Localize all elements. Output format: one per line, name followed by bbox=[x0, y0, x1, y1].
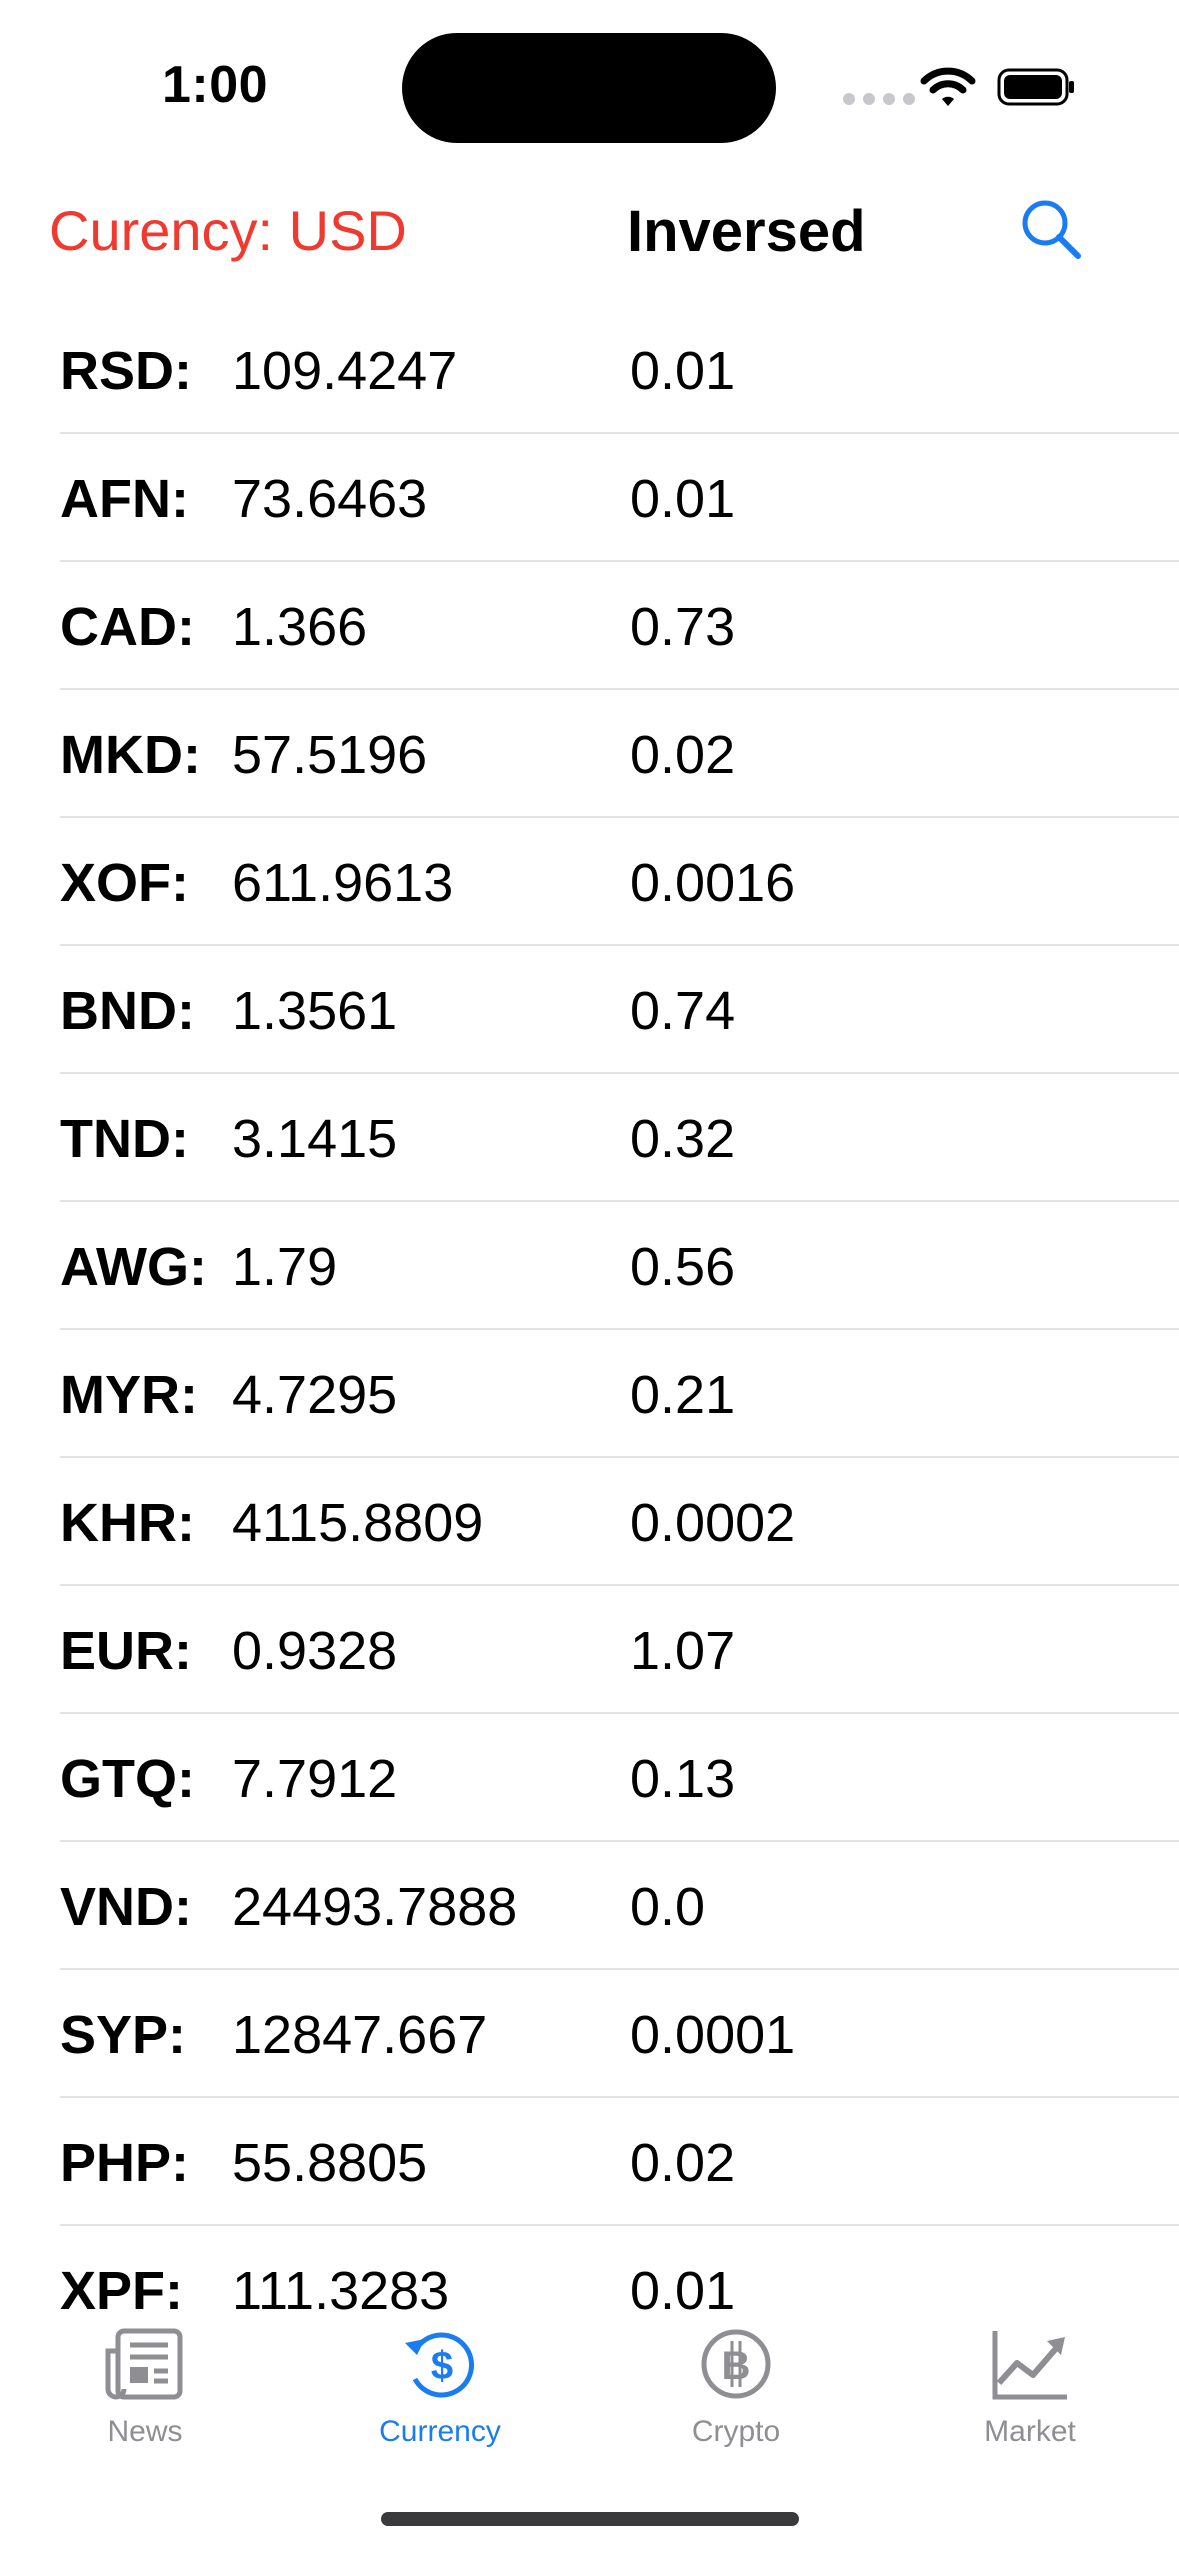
dynamic-island bbox=[402, 33, 776, 143]
exchange-rate: 109.4247 bbox=[232, 340, 457, 402]
currency-row[interactable]: RSD: 109.4247 0.01 bbox=[0, 306, 1179, 434]
exchange-rate: 1.3561 bbox=[232, 980, 397, 1042]
svg-text:B: B bbox=[722, 2344, 751, 2388]
exchange-rate: 24493.7888 bbox=[232, 1876, 517, 1938]
currency-row[interactable]: MKD: 57.5196 0.02 bbox=[0, 690, 1179, 818]
chart-trend-icon bbox=[985, 2321, 1075, 2407]
tab-market[interactable]: Market bbox=[910, 2321, 1150, 2471]
inversed-column-title: Inversed bbox=[627, 198, 866, 265]
currency-code: SYP: bbox=[60, 2004, 186, 2066]
currency-row[interactable]: AWG: 1.79 0.56 bbox=[0, 1202, 1179, 1330]
currency-row[interactable]: XPF: 111.3283 0.01 bbox=[0, 2226, 1179, 2311]
currency-code: VND: bbox=[60, 1876, 192, 1938]
exchange-rate: 1.79 bbox=[232, 1236, 337, 1298]
exchange-rate: 7.7912 bbox=[232, 1748, 397, 1810]
currency-code: TND: bbox=[60, 1108, 189, 1170]
exchange-rate: 3.1415 bbox=[232, 1108, 397, 1170]
tab-label: News bbox=[25, 2415, 265, 2449]
inversed-rate: 0.01 bbox=[630, 468, 735, 530]
currency-code: BND: bbox=[60, 980, 195, 1042]
currency-row[interactable]: VND: 24493.7888 0.0 bbox=[0, 1842, 1179, 1970]
currency-row[interactable]: PHP: 55.8805 0.02 bbox=[0, 2098, 1179, 2226]
status-bar: 1:00 bbox=[0, 0, 1179, 150]
tab-crypto[interactable]: B Crypto bbox=[616, 2321, 856, 2471]
currency-code: KHR: bbox=[60, 1492, 195, 1554]
inversed-rate: 0.74 bbox=[630, 980, 735, 1042]
inversed-rate: 0.02 bbox=[630, 724, 735, 786]
currency-row[interactable]: BND: 1.3561 0.74 bbox=[0, 946, 1179, 1074]
inversed-rate: 0.21 bbox=[630, 1364, 735, 1426]
tab-label: Market bbox=[910, 2415, 1150, 2449]
tab-news[interactable]: News bbox=[25, 2321, 265, 2471]
inversed-rate: 0.01 bbox=[630, 2260, 735, 2311]
tab-label: Crypto bbox=[616, 2415, 856, 2449]
currency-code: CAD: bbox=[60, 596, 195, 658]
currency-code: AWG: bbox=[60, 1236, 207, 1298]
inversed-rate: 0.13 bbox=[630, 1748, 735, 1810]
svg-text:$: $ bbox=[431, 2344, 453, 2388]
currency-code: MKD: bbox=[60, 724, 201, 786]
tab-currency[interactable]: $ Currency bbox=[320, 2321, 560, 2471]
inversed-rate: 0.56 bbox=[630, 1236, 735, 1298]
currency-code: GTQ: bbox=[60, 1748, 195, 1810]
inversed-rate: 0.0002 bbox=[630, 1492, 795, 1554]
battery-icon bbox=[997, 68, 1077, 106]
currency-code: RSD: bbox=[60, 340, 192, 402]
currency-code: XPF: bbox=[60, 2260, 183, 2311]
header: Curency: USD Inversed bbox=[0, 180, 1179, 280]
currency-row[interactable]: TND: 3.1415 0.32 bbox=[0, 1074, 1179, 1202]
currency-code: XOF: bbox=[60, 852, 189, 914]
inversed-rate: 0.32 bbox=[630, 1108, 735, 1170]
inversed-rate: 0.73 bbox=[630, 596, 735, 658]
exchange-rate: 611.9613 bbox=[232, 852, 453, 914]
inversed-rate: 1.07 bbox=[630, 1620, 735, 1682]
currency-row[interactable]: CAD: 1.366 0.73 bbox=[0, 562, 1179, 690]
currency-row[interactable]: MYR: 4.7295 0.21 bbox=[0, 1330, 1179, 1458]
currency-code: MYR: bbox=[60, 1364, 198, 1426]
exchange-rate: 4.7295 bbox=[232, 1364, 397, 1426]
currency-row[interactable]: GTQ: 7.7912 0.13 bbox=[0, 1714, 1179, 1842]
currency-exchange-icon: $ bbox=[395, 2321, 485, 2407]
newspaper-icon bbox=[100, 2321, 190, 2407]
inversed-rate: 0.0001 bbox=[630, 2004, 795, 2066]
inversed-rate: 0.01 bbox=[630, 340, 735, 402]
currency-row[interactable]: KHR: 4115.8809 0.0002 bbox=[0, 1458, 1179, 1586]
currency-rates-list[interactable]: RSD: 109.4247 0.01 AFN: 73.6463 0.01 CAD: 1.366… bbox=[0, 306, 1179, 2311]
currency-row[interactable]: SYP: 12847.667 0.0001 bbox=[0, 1970, 1179, 2098]
exchange-rate: 0.9328 bbox=[232, 1620, 397, 1682]
inversed-rate: 0.02 bbox=[630, 2132, 735, 2194]
exchange-rate: 55.8805 bbox=[232, 2132, 427, 2194]
wifi-icon bbox=[920, 65, 976, 109]
currency-code: EUR: bbox=[60, 1620, 192, 1682]
currency-row[interactable]: XOF: 611.9613 0.0016 bbox=[0, 818, 1179, 946]
inversed-rate: 0.0016 bbox=[630, 852, 795, 914]
currency-code: AFN: bbox=[60, 468, 189, 530]
home-indicator bbox=[381, 2512, 799, 2526]
search-icon[interactable] bbox=[1018, 196, 1084, 262]
status-time: 1:00 bbox=[162, 55, 268, 115]
currency-code: PHP: bbox=[60, 2132, 189, 2194]
exchange-rate: 111.3283 bbox=[232, 2260, 449, 2311]
base-currency-selector[interactable]: Curency: USD bbox=[49, 198, 407, 263]
bitcoin-icon: B bbox=[691, 2321, 781, 2407]
currency-row[interactable]: AFN: 73.6463 0.01 bbox=[0, 434, 1179, 562]
tab-label: Currency bbox=[320, 2415, 560, 2449]
inversed-rate: 0.0 bbox=[630, 1876, 705, 1938]
exchange-rate: 73.6463 bbox=[232, 468, 427, 530]
exchange-rate: 57.5196 bbox=[232, 724, 427, 786]
cellular-signal-icon bbox=[843, 93, 915, 105]
currency-row[interactable]: EUR: 0.9328 1.07 bbox=[0, 1586, 1179, 1714]
exchange-rate: 12847.667 bbox=[232, 2004, 487, 2066]
exchange-rate: 4115.8809 bbox=[232, 1492, 483, 1554]
exchange-rate: 1.366 bbox=[232, 596, 367, 658]
